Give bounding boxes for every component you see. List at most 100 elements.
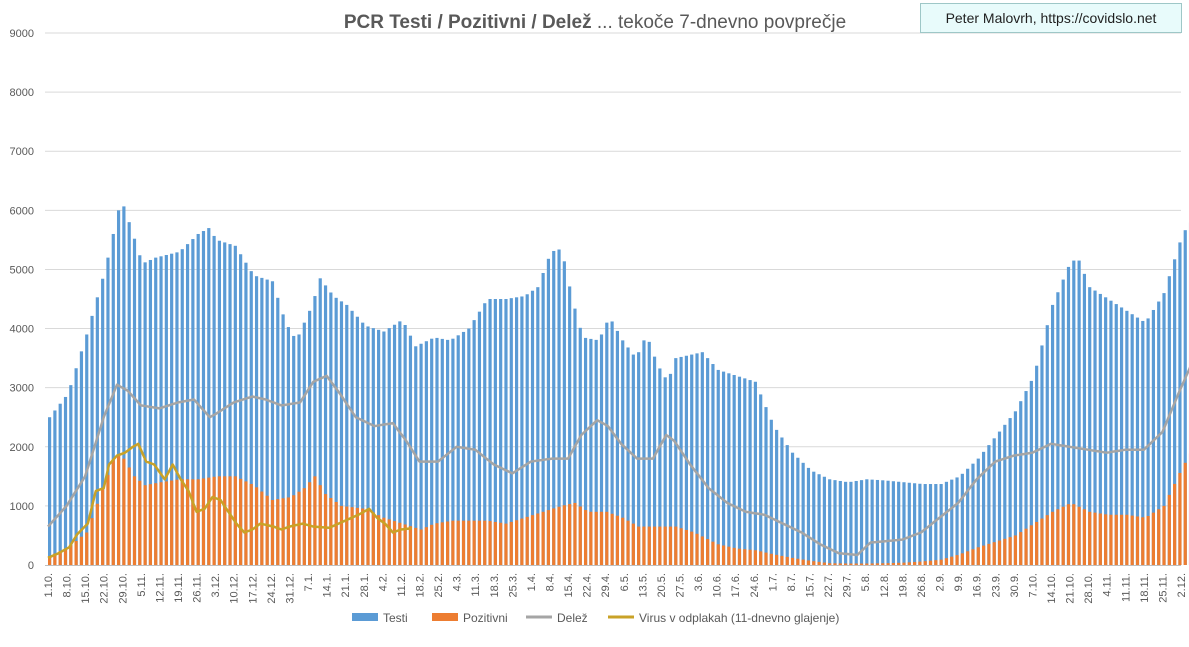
x-tick-label: 18.3.: [489, 573, 501, 597]
legend-item: Testi: [352, 611, 408, 625]
bar-pozitivni: [658, 527, 661, 565]
bar-pozitivni: [626, 521, 629, 565]
x-tick-label: 1.4.: [526, 573, 538, 591]
bar-pozitivni: [871, 563, 874, 565]
bar-pozitivni: [361, 509, 364, 565]
bar-pozitivni: [1115, 515, 1118, 565]
bar-testi: [807, 468, 810, 565]
bar-pozitivni: [457, 521, 460, 565]
bar-pozitivni: [377, 515, 380, 565]
bar-pozitivni: [446, 522, 449, 565]
x-tick-label: 17.6.: [730, 573, 742, 597]
bar-testi: [865, 479, 868, 565]
legend-item: Delež: [526, 611, 588, 625]
bar-pozitivni: [345, 507, 348, 565]
bar-pozitivni: [281, 498, 284, 565]
bar-testi: [796, 458, 799, 565]
bar-pozitivni: [494, 522, 497, 565]
bar-pozitivni: [80, 537, 83, 565]
bar-pozitivni: [250, 484, 253, 565]
bar-testi: [924, 484, 927, 565]
bar-pozitivni: [175, 480, 178, 565]
bar-pozitivni: [621, 518, 624, 565]
bar-testi: [802, 463, 805, 565]
bar-testi: [764, 407, 767, 565]
x-tick-label: 21.10.: [1065, 573, 1077, 604]
chart-title-rest: ... tekoče 7-dnevno povprečje: [592, 12, 847, 33]
bar-testi: [902, 482, 905, 565]
bar-testi: [855, 481, 858, 565]
bar-pozitivni: [207, 478, 210, 565]
bar-pozitivni: [584, 510, 587, 565]
bar-pozitivni: [531, 515, 534, 565]
bar-pozitivni: [966, 551, 969, 565]
bar-pozitivni: [128, 467, 131, 565]
y-tick-label: 8000: [10, 87, 34, 99]
bar-pozitivni: [303, 488, 306, 565]
bar-pozitivni: [244, 481, 247, 565]
x-tick-label: 2.9.: [935, 573, 947, 591]
x-tick-label: 15.10.: [80, 573, 92, 604]
y-tick-label: 6000: [10, 205, 34, 217]
bar-pozitivni: [1030, 525, 1033, 565]
bar-pozitivni: [181, 479, 184, 565]
x-tick-label: 8.4.: [544, 573, 556, 591]
bar-pozitivni: [743, 549, 746, 565]
bar-pozitivni: [414, 528, 417, 565]
x-tick-label: 3.12.: [210, 573, 222, 597]
x-tick-label: 16.9.: [972, 573, 984, 597]
y-tick-label: 4000: [10, 324, 34, 336]
legend-swatch: [352, 613, 378, 621]
bar-pozitivni: [961, 553, 964, 565]
bar-testi: [908, 483, 911, 565]
bar-pozitivni: [589, 512, 592, 565]
bar-testi: [892, 481, 895, 565]
legend-label: Pozitivni: [463, 611, 508, 625]
bar-pozitivni: [1173, 484, 1176, 565]
bar-pozitivni: [276, 499, 279, 565]
bar-pozitivni: [228, 476, 231, 565]
bar-testi: [950, 480, 953, 565]
bar-pozitivni: [855, 564, 858, 565]
x-tick-label: 10.6.: [712, 573, 724, 597]
x-tick-label: 8.7.: [786, 573, 798, 591]
bar-pozitivni: [324, 494, 327, 565]
bar-pozitivni: [1019, 532, 1022, 565]
bar-pozitivni: [1072, 504, 1075, 565]
bar-pozitivni: [430, 525, 433, 565]
bar-testi: [791, 453, 794, 565]
x-tick-label: 5.11.: [136, 573, 148, 597]
bar-pozitivni: [112, 460, 115, 565]
bar-pozitivni: [1083, 509, 1086, 565]
bar-pozitivni: [886, 563, 889, 565]
bar-testi: [722, 372, 725, 565]
bar-testi: [955, 477, 958, 565]
x-tick-label: 4.3.: [452, 573, 464, 591]
bar-testi: [53, 410, 56, 565]
bar-pozitivni: [329, 498, 332, 565]
y-tick-label: 2000: [10, 442, 34, 454]
bar-pozitivni: [775, 555, 778, 565]
x-tick-label: 25.2.: [433, 573, 445, 597]
bar-pozitivni: [1178, 473, 1181, 565]
bar-pozitivni: [451, 521, 454, 565]
bar-pozitivni: [860, 564, 863, 565]
x-tick-label: 2.12.: [1176, 573, 1188, 597]
bar-testi: [748, 380, 751, 565]
y-tick-label: 5000: [10, 264, 34, 276]
y-tick-label: 7000: [10, 146, 34, 158]
bar-pozitivni: [1093, 513, 1096, 565]
x-tick-label: 7.10.: [1027, 573, 1039, 597]
x-tick-label: 14.10.: [1046, 573, 1058, 604]
bar-pozitivni: [542, 512, 545, 565]
bar-testi: [817, 474, 820, 565]
bar-pozitivni: [1009, 537, 1012, 565]
legend-swatch: [432, 613, 458, 621]
bar-pozitivni: [478, 521, 481, 565]
bar-pozitivni: [754, 550, 757, 565]
bar-pozitivni: [435, 523, 438, 565]
x-tick-label: 26.8.: [916, 573, 928, 597]
bar-pozitivni: [759, 551, 762, 565]
